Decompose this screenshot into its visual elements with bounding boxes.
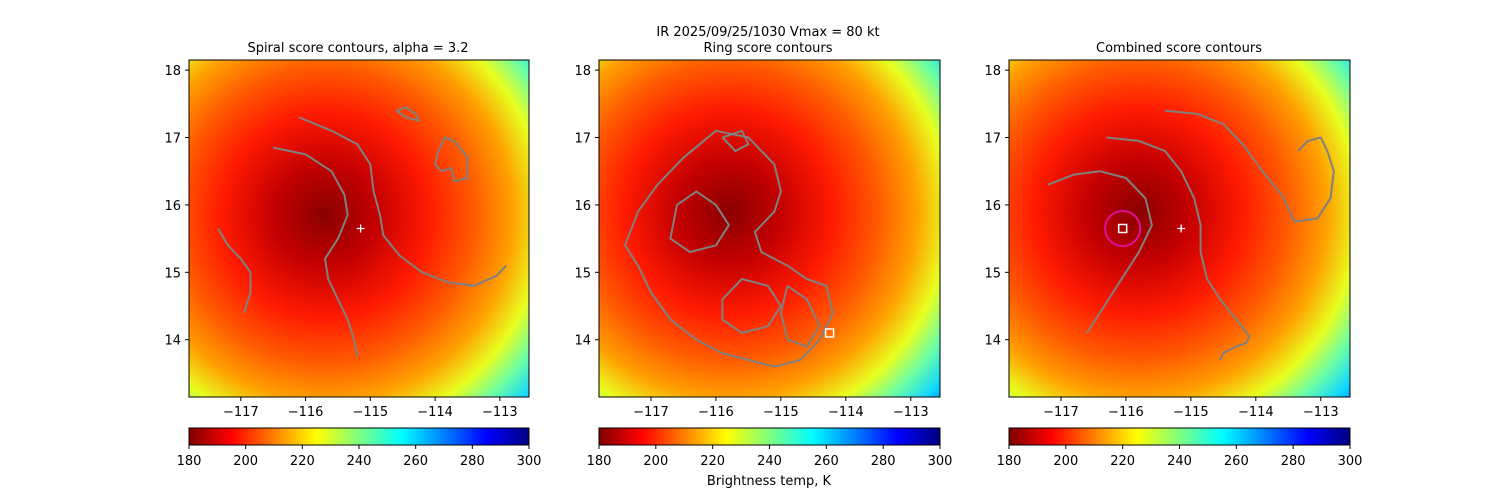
y-tick-label: 16 (574, 199, 591, 214)
colorbar-tick-label: 200 (643, 454, 668, 469)
colorbar-tick-label: 240 (1167, 454, 1192, 469)
y-tick-label: 14 (164, 334, 181, 349)
colorbar-tick-label: 280 (1281, 454, 1306, 469)
y-tick-label: 16 (984, 199, 1001, 214)
contour-line (217, 227, 252, 314)
colorbar-tick-label: 220 (700, 454, 725, 469)
x-tick-label: −117 (1043, 405, 1079, 420)
colorbar-bar (1008, 427, 1351, 446)
axes-frame (188, 59, 530, 398)
contour-line (272, 146, 359, 357)
colorbar-tick-label: 200 (1053, 454, 1078, 469)
x-tick-label: −114 (417, 405, 453, 420)
x-tick-label: −116 (1108, 405, 1144, 420)
colorbar-label: Brightness temp, K (707, 474, 832, 489)
combined-center-marker (1117, 223, 1128, 234)
y-tick-label: 17 (164, 132, 181, 147)
colorbar-tick-label: 300 (928, 454, 953, 469)
x-tick-label: −116 (288, 405, 324, 420)
axes-frame (598, 59, 941, 398)
x-tick-label: −113 (1303, 405, 1339, 420)
contour-line (434, 136, 469, 183)
y-tick-label: 15 (574, 266, 591, 281)
contour-line (1164, 109, 1335, 223)
colorbar-bar (598, 427, 941, 446)
storm-center-marker (1177, 224, 1186, 233)
x-tick-label: −115 (1173, 405, 1209, 420)
colorbar-tick-label: 260 (403, 454, 428, 469)
colorbar-bar (188, 427, 530, 446)
panel-combined: Combined score contours −117 −116 −115 −114… (984, 41, 1362, 469)
panel-spiral-title: Spiral score contours, alpha = 3.2 (247, 41, 468, 56)
y-tick-label: 18 (164, 64, 181, 79)
x-tick-label: −117 (633, 405, 669, 420)
storm-center-marker (356, 224, 365, 233)
colorbar-tick-label: 300 (1338, 454, 1363, 469)
brightness-field (599, 60, 940, 397)
y-tick-label: 18 (984, 64, 1001, 79)
x-tick-label: −114 (828, 405, 864, 420)
colorbar-tick-label: 180 (177, 454, 202, 469)
combined-center-circle (1104, 209, 1142, 248)
panel-combined-title: Combined score contours (1096, 41, 1262, 56)
x-tick-label: −115 (352, 405, 388, 420)
colorbar-tick-label: 180 (997, 454, 1022, 469)
contour-line (1106, 136, 1251, 361)
panel-ring-plot: −117 −116 −115 −114 −113 14 15 16 17 18 (574, 59, 941, 420)
panel-combined-plot: −117 −116 −115 −114 −113 14 15 16 17 18 (984, 59, 1351, 420)
colorbar-tick-label: 300 (517, 454, 542, 469)
colorbar-tick-label: 280 (460, 454, 485, 469)
contour-line (1047, 170, 1153, 334)
contour-line (395, 106, 420, 122)
colorbar-tick-label: 240 (757, 454, 782, 469)
panel-ring-colorbar: 180 200 220 240 260 280 300 (587, 427, 953, 469)
panel-ring: Ring score contours −117 −116 −115 −114 −113… (574, 41, 952, 489)
x-tick-label: −117 (223, 405, 259, 420)
contour-line (298, 116, 508, 287)
colorbar-tick-label: 220 (1110, 454, 1135, 469)
panel-spiral: Spiral score contours, alpha = 3.2 −117−… (164, 41, 541, 469)
y-tick-label: 17 (574, 132, 591, 147)
colorbar-tick-label: 180 (587, 454, 612, 469)
ring-center-marker (824, 328, 835, 338)
contour-line (721, 278, 782, 334)
colorbar-tick-label: 200 (233, 454, 258, 469)
panel-combined-colorbar: 180 200 220 240 260 280 300 (997, 427, 1363, 469)
y-tick-label: 14 (984, 334, 1001, 349)
x-tick-label: −116 (698, 405, 734, 420)
y-tick-label: 17 (984, 132, 1001, 147)
colorbar-tick-label: 220 (290, 454, 315, 469)
x-tick-label: −115 (763, 405, 799, 420)
panel-ring-title: Ring score contours (703, 41, 832, 56)
colorbar-tick-label: 240 (347, 454, 372, 469)
y-tick-label: 15 (984, 266, 1001, 281)
panel-spiral-plot: −117 −116 −115 −114 −113 14 15 16 17 18 (164, 59, 530, 420)
contour-line (779, 284, 821, 348)
y-tick-label: 15 (164, 266, 181, 281)
contour-line (721, 129, 750, 152)
colorbar-tick-label: 260 (1224, 454, 1249, 469)
contour-line (669, 190, 730, 254)
colorbar-tick-label: 280 (871, 454, 896, 469)
y-tick-label: 14 (574, 334, 591, 349)
y-tick-label: 16 (164, 199, 181, 214)
contour-line (624, 129, 834, 368)
axes-frame (1008, 59, 1351, 398)
figure-suptitle-line1: IR 2025/09/25/1030 Vmax = 80 kt (656, 25, 879, 40)
colorbar-tick-label: 260 (814, 454, 839, 469)
y-tick-label: 18 (574, 64, 591, 79)
panel-spiral-colorbar: 180 200 220 240 260 280 300 (177, 427, 542, 469)
x-tick-label: −113 (482, 405, 518, 420)
x-tick-label: −113 (893, 405, 929, 420)
x-tick-label: −114 (1238, 405, 1274, 420)
